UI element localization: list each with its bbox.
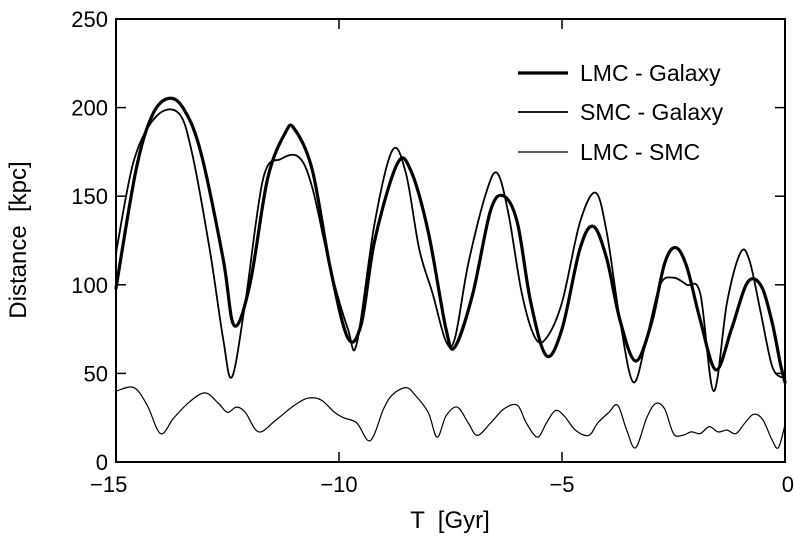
tick-labels: −15 −10 −5 0 0 50 100 150 200 250: [71, 7, 794, 497]
legend-label-lmc-galaxy: LMC - Galaxy: [580, 60, 721, 86]
series-line-lmc-smc: [115, 386, 786, 449]
series-line-smc-galaxy: [115, 108, 786, 393]
y-tick-label: 200: [71, 96, 108, 121]
x-axis-label: T [Gyr]: [410, 507, 490, 534]
plot-frame: [115, 18, 786, 463]
series-lines: [114, 96, 787, 449]
legend-label-lmc-smc: LMC - SMC: [580, 139, 700, 165]
y-tick-label: 150: [71, 184, 108, 209]
y-tick-label: 50: [84, 361, 108, 386]
y-tick-label: 0: [96, 450, 108, 475]
y-tick-label: 100: [71, 273, 108, 298]
y-axis-label: Distance [kpc]: [5, 161, 32, 318]
x-tick-label: 0: [782, 472, 794, 497]
x-tick-label: −10: [320, 472, 357, 497]
x-tick-label: −15: [90, 472, 127, 497]
legend: LMC - Galaxy SMC - Galaxy LMC - SMC: [518, 60, 724, 165]
series-line-lmc-galaxy: [114, 96, 787, 384]
y-tick-label: 250: [71, 7, 108, 32]
x-tick-label: −5: [549, 472, 574, 497]
legend-label-smc-galaxy: SMC - Galaxy: [580, 99, 724, 125]
